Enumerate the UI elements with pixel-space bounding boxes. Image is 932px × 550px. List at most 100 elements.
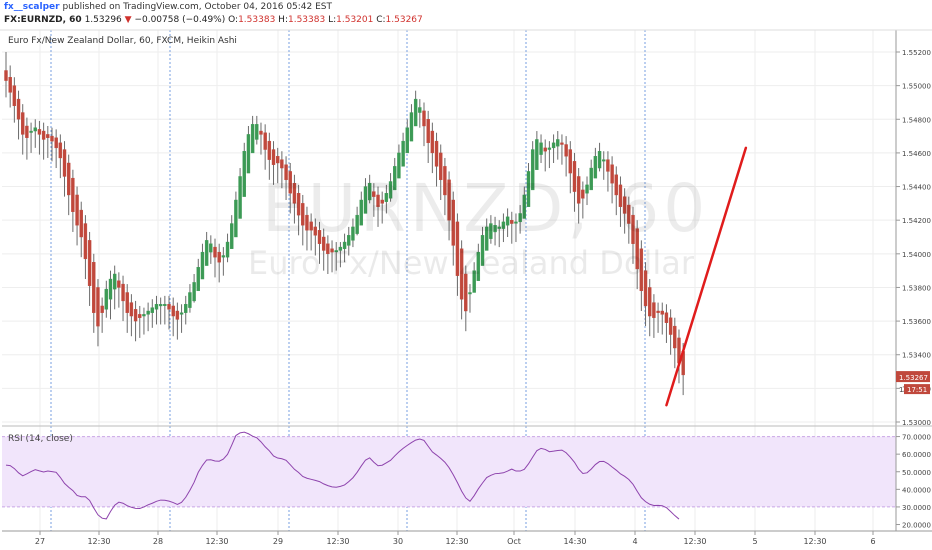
time-tick-label: 14:30 [563, 537, 586, 546]
candle-body [585, 184, 589, 194]
candle-body [209, 243, 213, 253]
rsi-tick-label: 20.0000 [902, 522, 931, 530]
candle-body [518, 213, 522, 223]
candle-body [551, 142, 556, 149]
candle-body [317, 230, 322, 244]
time-tick-label: 4 [632, 537, 637, 546]
price-tick-label: 1.54400 [902, 184, 931, 192]
low-label: L: [328, 15, 337, 25]
candle-body [242, 151, 246, 197]
candle-body [309, 221, 313, 231]
candle-body [459, 248, 464, 300]
candle-body [108, 278, 113, 300]
time-tick-label: 6 [870, 537, 875, 546]
candle-body [92, 262, 96, 313]
candle-body [221, 255, 226, 258]
price-tick-label: 1.53600 [902, 318, 931, 326]
candle-body [418, 107, 422, 113]
rsi-tick-label: 70.0000 [902, 434, 931, 442]
rsi-legend[interactable]: RSI (14, close) [8, 434, 73, 444]
candle-body [292, 182, 297, 204]
candle-body [602, 159, 606, 162]
publish-header: fx__scalper published on TradingView.com… [4, 2, 332, 12]
candle-body [627, 204, 631, 224]
candle-body [338, 246, 343, 251]
candle-body [25, 125, 29, 138]
candle-body [204, 240, 209, 266]
candle-body [631, 214, 635, 244]
candle-body [259, 130, 263, 135]
time-tick-label: 28 [153, 537, 163, 546]
candle-body [29, 130, 33, 133]
candle-body [213, 246, 217, 258]
candle-body [117, 280, 121, 288]
last-price: 1.53296 [84, 15, 122, 25]
candle-body [225, 241, 230, 258]
candle-body [83, 223, 88, 260]
time-axis[interactable]: 27 12:30 28 12:30 29 12:30 30 12:30 Oct 14:30 4 12:… [35, 531, 876, 546]
projection-line [665, 146, 748, 407]
candle-body [121, 283, 125, 302]
candle-body [497, 226, 501, 229]
time-tick-label: 12:30 [445, 537, 468, 546]
close-label: C: [376, 15, 386, 25]
rsi-tick-label: 40.0000 [902, 486, 931, 494]
candle-body [255, 124, 259, 140]
price-axis[interactable]: 1.55200 1.55000 1.54800 1.54600 1.54400 1.542… [896, 49, 931, 530]
candle-body [447, 179, 451, 221]
candle-body [443, 166, 447, 196]
time-tick-label: 12:30 [87, 537, 110, 546]
price-tick-label: 1.53400 [902, 352, 931, 360]
rsi-plot [5, 431, 680, 520]
candle-body [664, 312, 669, 323]
candle-body [167, 304, 171, 310]
candle-body [510, 219, 514, 224]
candle-body [296, 193, 301, 216]
candle-body [75, 194, 79, 226]
candle-body [572, 161, 577, 192]
time-tick-label: 27 [35, 537, 45, 546]
last-price-badge [896, 371, 930, 383]
main-legend[interactable]: Euro Fx/New Zealand Dollar, 60, FXCM, He… [8, 36, 237, 46]
rsi-tick-label: 60.0000 [902, 451, 931, 459]
candle-body [142, 314, 146, 317]
candle-body [16, 98, 21, 120]
candle-body [196, 267, 200, 292]
candle-body [217, 251, 221, 263]
time-tick-label: Oct [507, 537, 521, 546]
countdown-badge [904, 384, 930, 395]
candle-body [33, 127, 37, 132]
candle-body [468, 292, 472, 295]
price-tick-label: 1.54800 [902, 116, 931, 124]
candle-body [489, 223, 493, 239]
candle-body [280, 159, 284, 169]
candle-body [342, 241, 347, 249]
symbol-label[interactable]: FX:EURNZD, 60 [4, 15, 82, 25]
candle-body [326, 243, 330, 255]
author-link[interactable]: fx__scalper [4, 2, 60, 12]
candle-body [652, 302, 656, 318]
time-tick-label: 12:30 [205, 537, 228, 546]
candle-body [576, 176, 581, 204]
candle-body [62, 149, 67, 177]
candle-body [330, 248, 334, 253]
candle-body [313, 226, 318, 236]
watermark-symbol: EURNZD, 60 [262, 170, 710, 247]
candle-body [100, 305, 104, 313]
down-arrow-icon: ▼ [124, 15, 132, 25]
open-label: O: [228, 15, 239, 25]
candle-body [480, 235, 485, 266]
price-tick-label: 1.55200 [902, 49, 931, 57]
low-value: 1.53201 [336, 15, 374, 25]
candles [4, 52, 685, 396]
candle-body [455, 221, 460, 276]
candle-body [163, 304, 167, 306]
countdown-badge-text: 17:51 [907, 386, 927, 394]
candle-body [405, 127, 409, 154]
high-label: H: [278, 15, 288, 25]
candle-body [618, 184, 623, 207]
candle-body [543, 147, 547, 152]
candle-body [639, 248, 644, 292]
candle-body [501, 221, 506, 229]
